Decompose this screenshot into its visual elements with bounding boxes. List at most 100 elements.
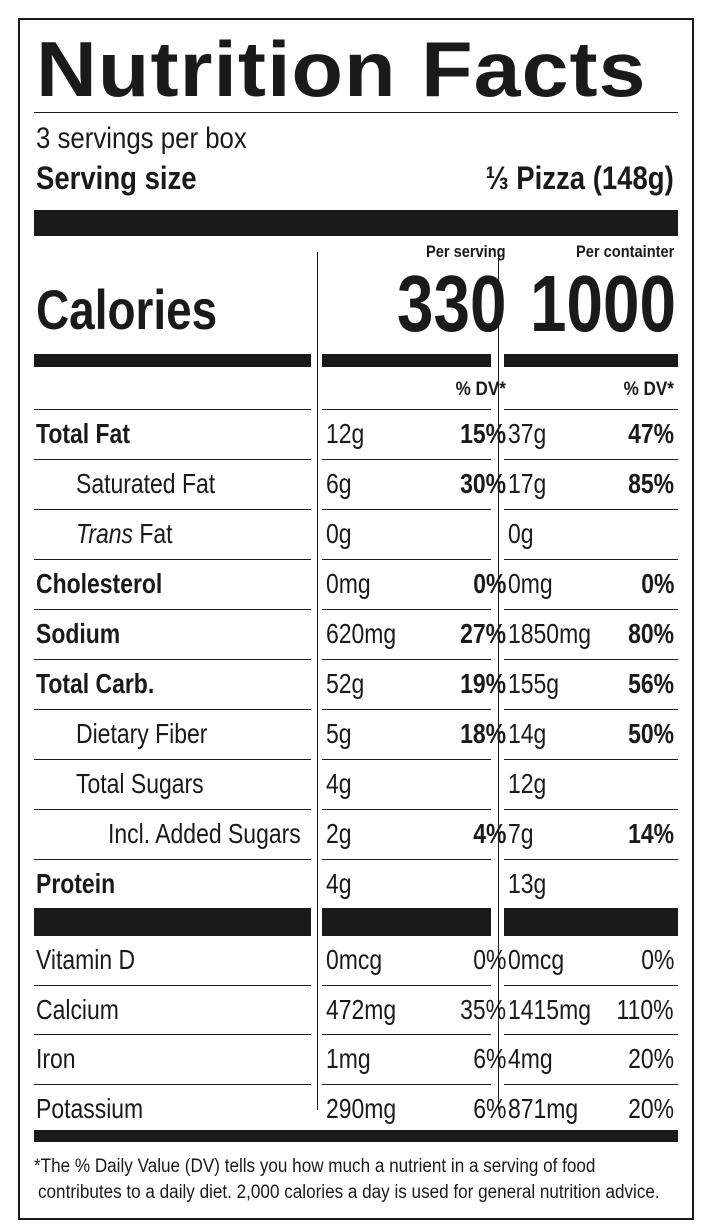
footnote-line-1: *The % Daily Value (DV) tells you how mu… <box>34 1156 596 1177</box>
container-dv: 47% <box>628 418 674 449</box>
serving-dv: 0% <box>472 944 506 975</box>
row-divider <box>322 459 491 460</box>
per-container-header: Per containter <box>575 242 674 261</box>
serving-dv: 4% <box>472 818 506 849</box>
calories-bar-left <box>34 354 311 367</box>
nutrient-name: Trans Fat <box>76 520 173 548</box>
row-divider <box>322 609 491 610</box>
container-amount: 13g <box>508 868 547 899</box>
serving-size-label: Serving size <box>36 160 197 196</box>
container-dv: 56% <box>628 668 674 699</box>
row-divider <box>34 1083 311 1085</box>
row-divider <box>34 1034 311 1035</box>
row-divider <box>504 709 678 710</box>
nutrient-name: Cholesterol <box>36 568 163 599</box>
serving-amount: 620mg <box>326 618 397 649</box>
column-divider-2 <box>498 252 499 1110</box>
serving-dv: 0% <box>472 568 506 599</box>
row-divider <box>504 409 678 410</box>
vitamin-bar-right <box>504 908 678 936</box>
label-title: Nutrition Facts <box>36 25 647 113</box>
container-dv: 0% <box>640 568 674 599</box>
container-dv: 80% <box>628 618 674 649</box>
row-divider <box>322 709 491 710</box>
serving-divider-bar <box>34 210 678 236</box>
serving-dv: 6% <box>472 1043 506 1074</box>
container-amount: 0g <box>508 518 534 549</box>
row-divider <box>504 859 678 860</box>
container-dv: 50% <box>628 718 674 749</box>
per-serving-header: Per serving <box>426 242 506 261</box>
column-divider-1 <box>317 252 318 1110</box>
nutrient-name: Total Sugars <box>76 768 204 799</box>
container-dv: 14% <box>628 818 674 849</box>
container-dv: 110% <box>616 993 674 1025</box>
row-divider <box>504 984 678 986</box>
row-divider <box>322 859 491 860</box>
serving-amount: 52g <box>326 668 365 699</box>
row-divider <box>34 609 311 610</box>
footnote-line-2: contributes to a daily diet. 2,000 calor… <box>38 1182 660 1203</box>
nutrient-name: Vitamin D <box>36 944 136 975</box>
calories-per-serving: 330 <box>396 259 506 348</box>
row-divider <box>504 659 678 660</box>
serving-dv: 6% <box>472 1092 506 1124</box>
row-divider <box>504 459 678 460</box>
serving-dv: 27% <box>460 618 506 649</box>
row-divider <box>34 759 311 760</box>
nutrient-name-rest: Fat <box>132 518 173 549</box>
container-amount: 17g <box>508 468 547 499</box>
serving-dv: 15% <box>460 418 506 449</box>
row-divider <box>34 409 311 410</box>
serving-dv: 18% <box>460 718 506 749</box>
row-divider <box>504 935 678 936</box>
calories-bar-right <box>504 354 678 367</box>
row-divider <box>504 1034 678 1035</box>
row-divider <box>34 984 311 986</box>
row-divider <box>504 609 678 610</box>
serving-amount: 5g <box>326 718 352 749</box>
row-divider <box>34 559 311 560</box>
container-amount: 37g <box>508 418 547 449</box>
container-amount: 14g <box>508 718 547 749</box>
nutrient-name: Total Carb. <box>36 668 155 699</box>
row-divider <box>322 935 491 936</box>
nutrient-name: Protein <box>36 868 116 899</box>
dv-header-serving: % DV* <box>455 379 506 400</box>
calories-per-container: 1000 <box>530 259 676 348</box>
row-divider <box>322 1034 491 1035</box>
container-dv: 0% <box>640 944 674 975</box>
row-divider <box>504 809 678 810</box>
footnote-bar <box>34 1130 678 1142</box>
row-divider <box>322 509 491 510</box>
serving-amount: 4g <box>326 768 352 799</box>
container-amount: 1415mg <box>508 993 591 1025</box>
row-divider <box>34 859 311 860</box>
row-divider <box>34 935 311 936</box>
vitamin-bar-left <box>34 908 311 936</box>
row-divider <box>322 659 491 660</box>
serving-amount: 0g <box>326 518 352 549</box>
nutrient-name: Incl. Added Sugars <box>108 818 301 849</box>
serving-amount: 2g <box>326 818 352 849</box>
row-divider <box>504 559 678 560</box>
row-divider <box>34 509 311 510</box>
serving-dv: 19% <box>460 668 506 699</box>
serving-amount: 0mcg <box>326 944 383 975</box>
nutrient-name: Dietary Fiber <box>76 718 208 749</box>
container-amount: 4mg <box>508 1043 553 1074</box>
row-divider <box>322 1083 491 1085</box>
serving-size-value: ⅓ Pizza (148g) <box>485 160 674 196</box>
container-amount: 12g <box>508 768 547 799</box>
serving-amount: 6g <box>326 468 352 499</box>
serving-amount: 1mg <box>326 1043 371 1074</box>
serving-amount: 472mg <box>326 993 397 1025</box>
row-divider <box>322 809 491 810</box>
calories-bar-mid <box>322 354 491 367</box>
container-dv: 20% <box>628 1092 674 1124</box>
nutrient-name: Sodium <box>36 618 121 649</box>
row-divider <box>504 759 678 760</box>
row-divider <box>504 509 678 510</box>
row-divider <box>34 809 311 810</box>
serving-dv: 35% <box>460 993 506 1025</box>
